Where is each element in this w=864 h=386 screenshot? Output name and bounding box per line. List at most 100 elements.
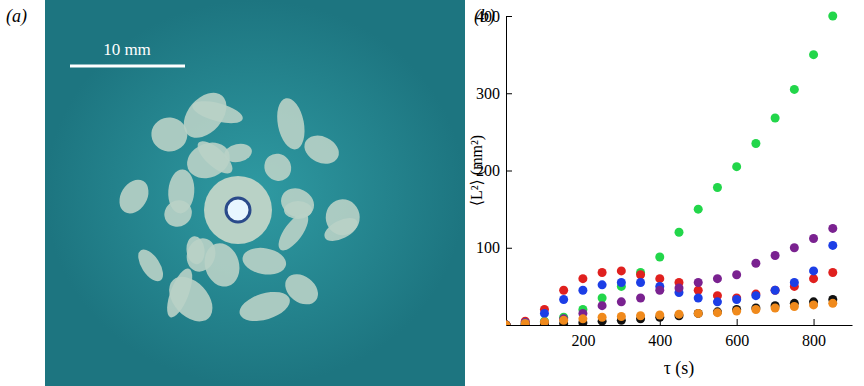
x-tick: 400 [648, 319, 672, 349]
data-point [506, 321, 511, 326]
data-point [559, 316, 568, 325]
y-tick-mark [506, 93, 512, 94]
data-point [809, 50, 818, 59]
data-point [751, 305, 760, 314]
droplet-blob [161, 269, 221, 330]
series [506, 224, 837, 325]
x-axis-line [507, 325, 853, 326]
x-tick-label: 600 [725, 332, 749, 349]
data-point [828, 224, 837, 233]
data-point [521, 318, 530, 325]
droplet-blob [273, 96, 308, 152]
photo-background [45, 0, 465, 386]
data-point [598, 313, 607, 322]
data-point [578, 286, 587, 295]
y-axis-title: ⟨L²⟩ (mm²) [468, 135, 486, 206]
data-point [540, 317, 549, 325]
data-point [732, 307, 741, 316]
photo-panel: 10 mm [45, 0, 465, 386]
x-tick: 200 [571, 319, 595, 349]
droplet-blob [133, 245, 168, 285]
data-point [694, 205, 703, 214]
figure: 10 mm(a)(b)200400600800100200300400τ (s)… [0, 0, 864, 386]
data-point [636, 278, 645, 287]
data-point [713, 307, 722, 316]
droplet-blob [273, 209, 313, 255]
data-point [655, 274, 664, 283]
data-point [771, 286, 780, 295]
data-point [636, 311, 645, 320]
data-point [506, 321, 511, 326]
data-point [506, 321, 511, 326]
series [506, 266, 837, 325]
droplet-blob [223, 141, 254, 164]
data-point [809, 274, 818, 283]
data-point [521, 319, 530, 325]
y-tick: 300 [476, 85, 512, 102]
data-point [559, 295, 568, 304]
data-point [790, 302, 799, 311]
data-point [506, 321, 511, 326]
data-point [617, 278, 626, 287]
data-point [751, 259, 760, 268]
data-point [732, 162, 741, 171]
y-tick-mark [506, 16, 512, 17]
data-point [790, 85, 799, 94]
data-point [828, 299, 837, 308]
data-point [598, 293, 607, 302]
data-point [675, 228, 684, 237]
y-tick-mark [506, 248, 512, 249]
scale-bar [70, 65, 185, 68]
droplet-blob [236, 286, 293, 326]
x-tick-label: 400 [648, 332, 672, 349]
data-point [540, 318, 549, 325]
data-point [540, 309, 549, 318]
y-tick-label: 300 [476, 85, 500, 102]
data-point [617, 266, 626, 275]
data-point [675, 310, 684, 319]
data-point [506, 321, 511, 326]
x-tick-mark [814, 319, 815, 325]
data-point [771, 286, 780, 295]
center-core [204, 176, 272, 244]
data-point [655, 253, 664, 262]
data-point [694, 286, 703, 295]
droplet-blob [259, 148, 297, 186]
data-point [540, 317, 549, 325]
center-light [226, 198, 250, 222]
data-point [617, 312, 626, 321]
data-point [598, 301, 607, 310]
y-tick-label: 400 [476, 8, 500, 25]
data-point [694, 293, 703, 302]
data-point [655, 310, 664, 319]
data-point [790, 243, 799, 252]
scale-bar-label: 10 mm [103, 40, 151, 59]
data-point [732, 270, 741, 279]
data-point [713, 297, 722, 306]
data-point [578, 314, 587, 323]
data-point [751, 139, 760, 148]
data-point [809, 300, 818, 309]
series [506, 299, 837, 325]
x-tick-label: 800 [802, 332, 826, 349]
data-point [790, 278, 799, 287]
data-point [694, 309, 703, 318]
x-axis: 200 400 600 800 [507, 319, 853, 349]
y-tick-mark [506, 171, 512, 172]
x-axis-title: τ (s) [664, 358, 695, 379]
x-tick: 600 [725, 319, 749, 349]
data-point [713, 274, 722, 283]
data-point [598, 280, 607, 289]
droplet-blob [182, 234, 220, 276]
y-tick-label: 100 [476, 239, 500, 256]
data-point [506, 321, 511, 326]
data-point [521, 320, 530, 325]
data-point [771, 251, 780, 260]
y-tick: 400 [476, 8, 512, 25]
data-point [809, 266, 818, 275]
data-point [809, 234, 818, 243]
data-point [559, 286, 568, 295]
series [506, 295, 837, 325]
data-point [636, 293, 645, 302]
droplet-blob [300, 130, 344, 169]
